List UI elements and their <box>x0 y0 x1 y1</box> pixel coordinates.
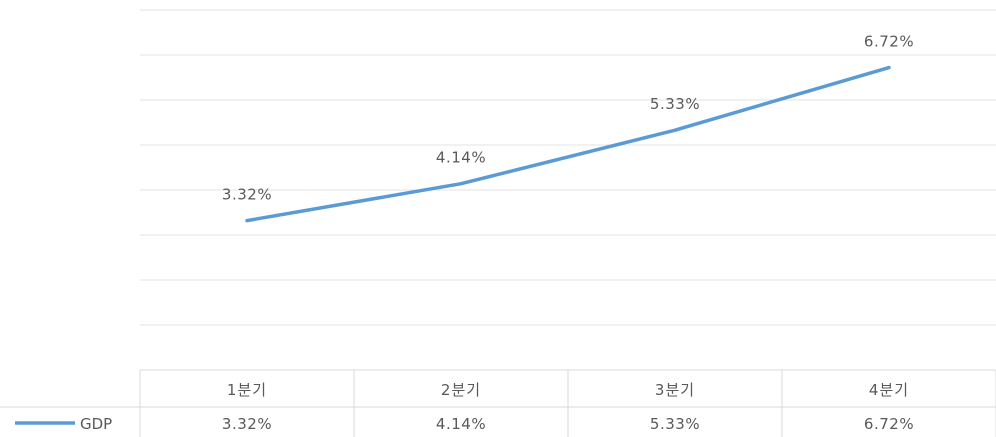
category-label: 2분기 <box>441 381 481 399</box>
category-label: 1분기 <box>227 381 267 399</box>
data-label: 3.32% <box>222 186 272 204</box>
category-label: 4분기 <box>869 381 909 399</box>
table-value: 5.33% <box>650 415 700 433</box>
table-value: 3.32% <box>222 415 272 433</box>
data-labels: 3.32% 4.14% 5.33% 6.72% <box>222 33 914 204</box>
table-value: 6.72% <box>864 415 914 433</box>
category-labels: 1분기 2분기 3분기 4분기 <box>227 381 909 399</box>
data-label: 6.72% <box>864 33 914 51</box>
data-label: 5.33% <box>650 95 700 113</box>
category-label: 3분기 <box>655 381 695 399</box>
table-value: 4.14% <box>436 415 486 433</box>
data-table-grid <box>0 369 996 437</box>
legend-series-name: GDP <box>80 415 112 433</box>
legend: GDP <box>15 415 112 433</box>
data-label: 4.14% <box>436 149 486 167</box>
data-table-values: 3.32% 4.14% 5.33% 6.72% <box>222 415 914 433</box>
gridlines <box>140 9 996 326</box>
gdp-series-line <box>245 65 891 223</box>
